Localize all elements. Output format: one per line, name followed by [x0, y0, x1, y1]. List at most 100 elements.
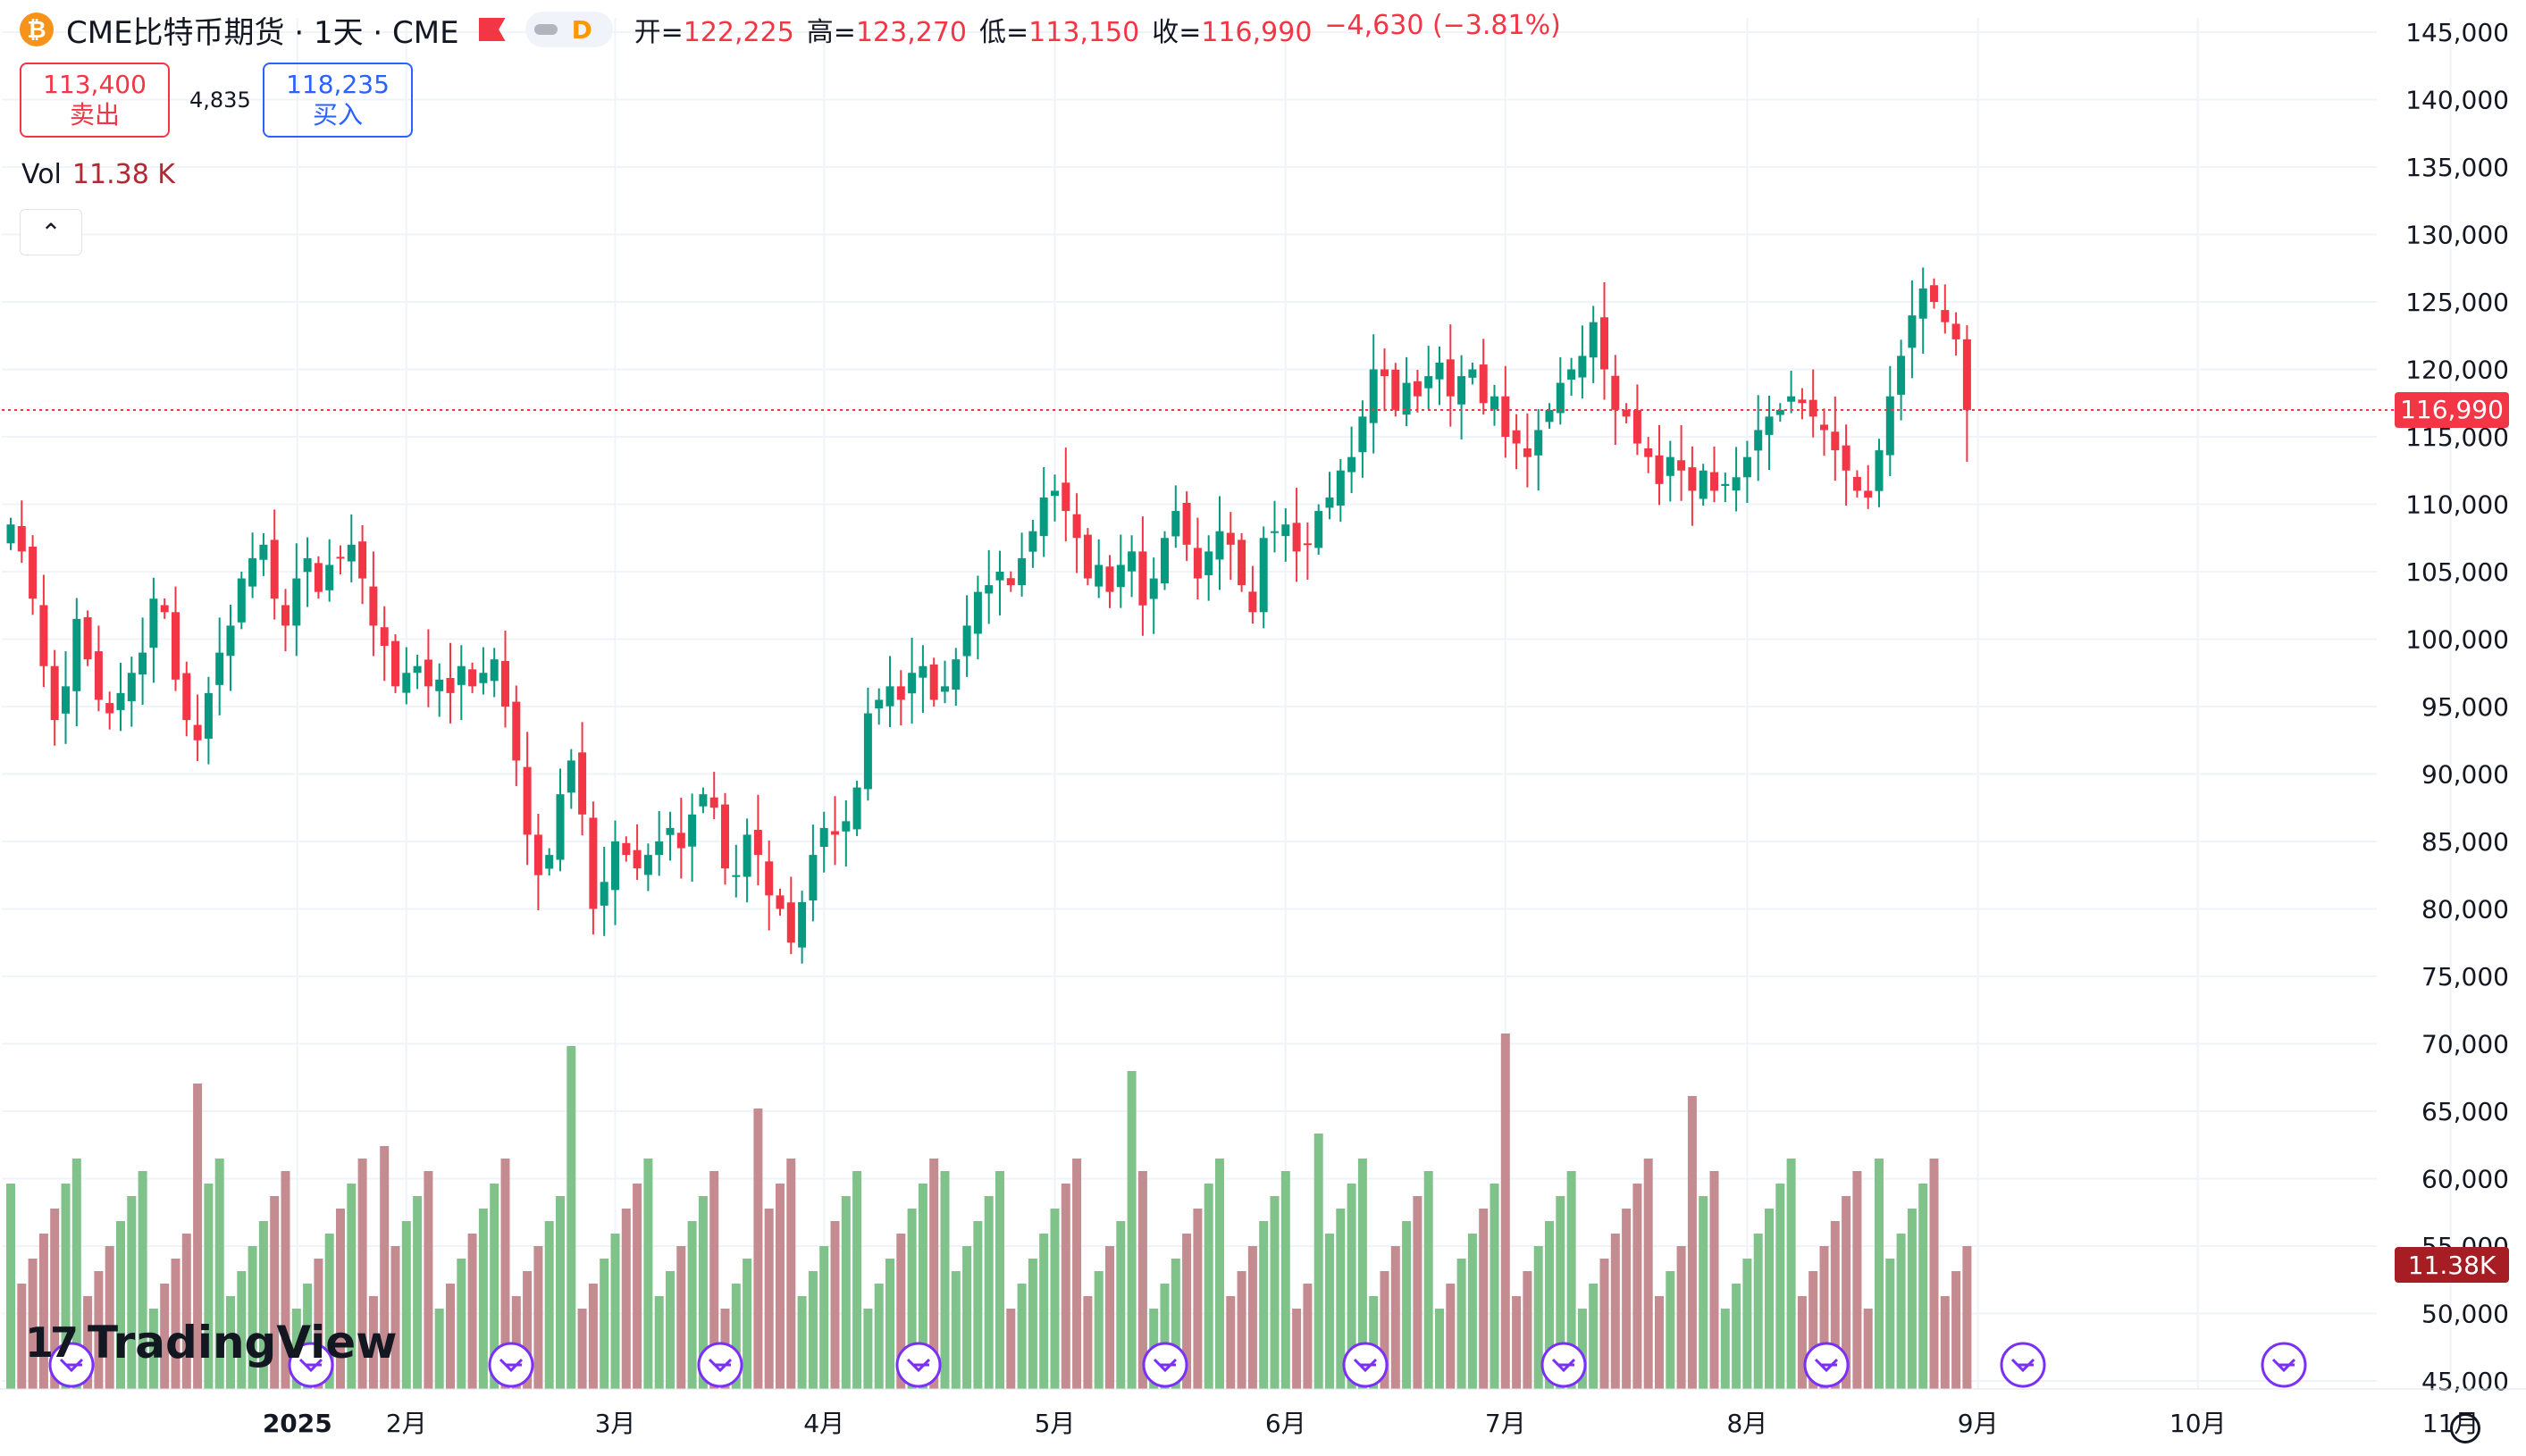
- candle-body: [842, 821, 851, 832]
- candle-body: [1292, 523, 1301, 552]
- volume-bar: [1072, 1159, 1082, 1389]
- volume-bar: [1259, 1221, 1269, 1389]
- volume-bar: [1512, 1296, 1522, 1389]
- volume-bar: [1357, 1159, 1367, 1389]
- volume-bar: [918, 1184, 927, 1389]
- buy-button[interactable]: 118,235 买入: [263, 63, 413, 138]
- volume-bar: [753, 1109, 763, 1389]
- settings-icon[interactable]: [2450, 1413, 2480, 1443]
- symbol-title[interactable]: CME比特币期货 · 1天 · CME: [66, 14, 459, 51]
- volume-bar: [676, 1246, 686, 1389]
- candle-body: [1798, 399, 1807, 404]
- volume-bar: [1687, 1096, 1697, 1389]
- candle-body: [809, 855, 818, 901]
- tradingview-logo[interactable]: 17 TradingView: [25, 1317, 397, 1368]
- volume-bar: [643, 1159, 653, 1389]
- volume-bar: [731, 1284, 741, 1389]
- volume-bar: [1423, 1171, 1433, 1389]
- candle-body: [545, 855, 554, 869]
- volume-bar: [1028, 1259, 1037, 1389]
- volume-bar: [1226, 1296, 1236, 1389]
- volume-bar: [1435, 1309, 1444, 1389]
- candle-body: [753, 830, 762, 856]
- volume-bar: [478, 1209, 488, 1389]
- volume-bar: [28, 1259, 38, 1389]
- candle-body: [391, 640, 399, 687]
- candle-body: [468, 669, 477, 687]
- candle-body: [1248, 591, 1257, 613]
- time-axis[interactable]: 2025 2月 3月 4月 5月 6月 7月 8月 9月 10月 11月: [263, 1409, 2480, 1438]
- candle-body: [1039, 497, 1048, 537]
- price-tick-label: 50,000: [2421, 1300, 2509, 1329]
- volume-bar: [588, 1284, 598, 1389]
- candle-body: [611, 841, 619, 891]
- volume-bar: [1852, 1171, 1862, 1389]
- candle-body: [1062, 482, 1070, 512]
- volume-bar: [1577, 1309, 1587, 1389]
- event-markers[interactable]: [48, 1342, 2307, 1388]
- volume-value: 11.38 K: [71, 159, 175, 190]
- candle-body: [1446, 359, 1455, 397]
- candle-body: [1688, 467, 1697, 491]
- candle-body: [556, 794, 565, 860]
- volume-bar: [116, 1221, 125, 1389]
- time-tick-label: 3月: [595, 1409, 636, 1438]
- candle-body: [325, 565, 334, 590]
- candle-body: [600, 882, 608, 906]
- low-label: 低=: [979, 17, 1029, 48]
- volume-bar: [973, 1221, 983, 1389]
- volume-bar: [1962, 1246, 1972, 1389]
- volume-last-tag: 11.38K: [2395, 1247, 2509, 1283]
- candle-body: [1380, 369, 1389, 377]
- volume-bar: [874, 1284, 884, 1389]
- volume-bar: [1061, 1184, 1070, 1389]
- candle-body: [17, 525, 26, 552]
- candle-body: [446, 677, 455, 693]
- volume-bar: [830, 1221, 840, 1389]
- candle-body: [1632, 410, 1641, 444]
- candle-body: [1885, 396, 1894, 456]
- volume-bar: [61, 1184, 71, 1389]
- candle-body: [1238, 540, 1246, 586]
- volume-bar: [1699, 1196, 1708, 1389]
- candle-body: [776, 895, 785, 909]
- chevron-up-icon[interactable]: ⌃: [20, 209, 82, 255]
- candle-body: [578, 752, 587, 815]
- volume-bar: [1666, 1271, 1675, 1389]
- volume-bar: [1622, 1209, 1632, 1389]
- candle-body: [941, 686, 949, 692]
- sell-button[interactable]: 113,400 卖出: [20, 63, 170, 138]
- candle-body: [105, 703, 114, 714]
- volume-bar: [1775, 1184, 1785, 1389]
- status-bar-icon: [533, 24, 558, 35]
- event-arrow-icon: [1153, 1358, 1178, 1373]
- market-status-pill[interactable]: D: [525, 12, 613, 47]
- volume-bar: [633, 1184, 642, 1389]
- flag-icon[interactable]: [478, 18, 506, 41]
- time-tick-label: 8月: [1726, 1409, 1767, 1438]
- candle-body: [347, 544, 356, 562]
- candle-body: [1918, 288, 1927, 319]
- candle-body: [676, 833, 685, 849]
- price-axis[interactable]: 45,00050,00055,00060,00065,00070,00075,0…: [2405, 18, 2509, 1396]
- candle-body: [1666, 456, 1674, 476]
- volume-bar: [896, 1234, 906, 1389]
- volume-bar: [654, 1296, 664, 1389]
- volume-bar: [160, 1284, 170, 1389]
- candle-body: [985, 585, 994, 594]
- candle-body: [852, 787, 861, 830]
- volume-bar: [511, 1296, 521, 1389]
- volume-bar: [127, 1196, 137, 1389]
- volume-bar: [1940, 1296, 1950, 1389]
- candle-body: [336, 556, 345, 559]
- volume-bar: [1545, 1221, 1554, 1389]
- volume-bar: [1137, 1171, 1147, 1389]
- candle-body: [369, 586, 378, 626]
- candle-body: [1028, 531, 1037, 552]
- spread-value: 4,835: [189, 88, 251, 113]
- candle-body: [1435, 362, 1444, 380]
- candle-body: [643, 855, 652, 875]
- volume-bar: [1523, 1271, 1532, 1389]
- volume-bar: [1204, 1184, 1213, 1389]
